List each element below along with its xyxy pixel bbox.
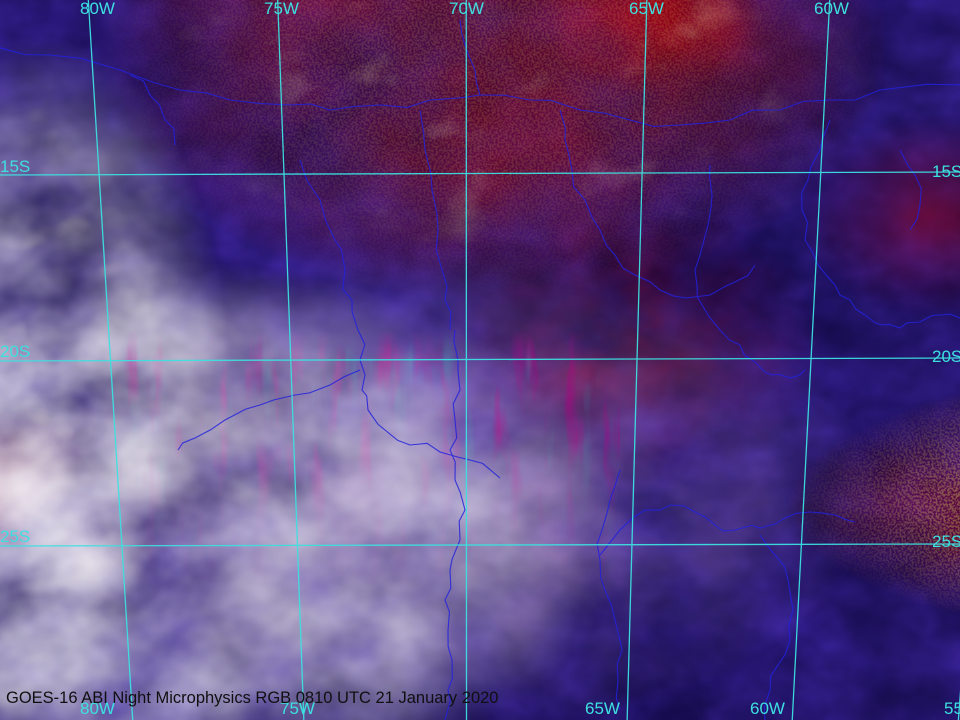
svg-text:15S: 15S xyxy=(932,162,960,181)
svg-text:60W: 60W xyxy=(750,699,785,718)
svg-text:15S: 15S xyxy=(0,157,30,176)
svg-text:25S: 25S xyxy=(0,527,30,546)
svg-text:80W: 80W xyxy=(80,0,115,18)
svg-text:65W: 65W xyxy=(629,0,664,18)
svg-text:65W: 65W xyxy=(585,699,620,718)
svg-text:20S: 20S xyxy=(0,342,30,361)
svg-text:75W: 75W xyxy=(264,0,299,18)
svg-text:60W: 60W xyxy=(814,0,849,18)
svg-text:25S: 25S xyxy=(932,532,960,551)
svg-text:55W: 55W xyxy=(944,699,960,718)
svg-text:70W: 70W xyxy=(449,0,484,18)
svg-text:20S: 20S xyxy=(932,347,960,366)
